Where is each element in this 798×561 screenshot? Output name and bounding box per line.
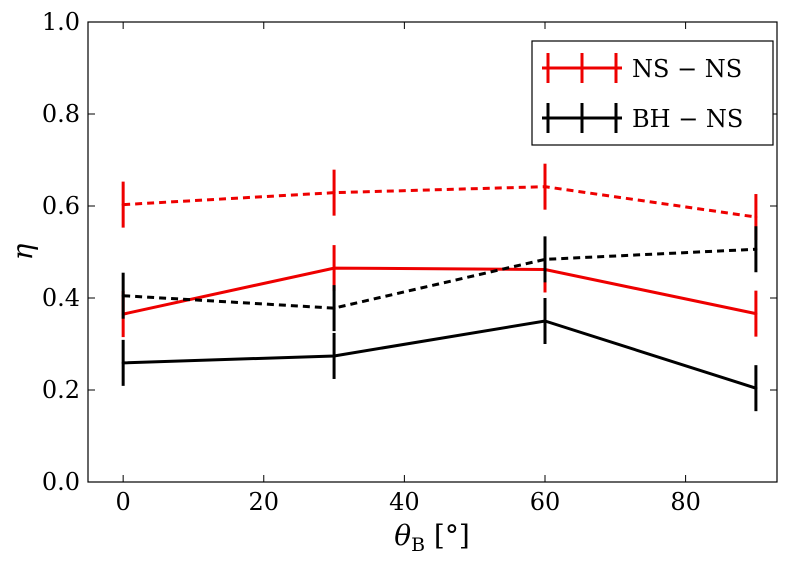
x-tick-label: 40: [389, 488, 420, 516]
series-line: [122, 266, 757, 316]
data-point: [121, 203, 125, 207]
x-tick-label: 80: [670, 488, 701, 516]
data-point: [332, 266, 336, 270]
plot-area: [121, 163, 758, 412]
series-0: [121, 163, 758, 241]
series-1: [121, 245, 758, 338]
series-line: [123, 185, 757, 219]
data-point: [121, 294, 125, 298]
data-point: [121, 361, 125, 365]
y-tick-label: 0.8: [42, 100, 80, 128]
x-axis-label-symbol: θ: [394, 519, 411, 552]
data-point: [543, 257, 547, 261]
series-line: [123, 319, 757, 390]
data-point: [543, 185, 547, 189]
series-2: [121, 226, 758, 332]
data-point: [754, 247, 758, 251]
data-point: [543, 319, 547, 323]
data-point: [754, 386, 758, 390]
x-axis-label-unit: [°]: [425, 519, 470, 552]
legend: NS − NS BH − NS: [531, 40, 774, 146]
data-point: [332, 191, 336, 195]
y-tick-label: 0.2: [42, 376, 80, 404]
y-axis-label: η: [6, 243, 39, 260]
x-tick-label: 60: [530, 488, 561, 516]
series-line: [123, 247, 756, 310]
y-tick-label: 1.0: [42, 8, 80, 36]
axis-ticks: 0 20 40 60 80 0.0 0.2 0.4 0.6 0.8 1.0: [42, 8, 777, 516]
y-tick-label: 0.4: [42, 284, 80, 312]
y-tick-label: 0.0: [42, 468, 80, 496]
legend-box: [531, 40, 774, 146]
data-point: [754, 215, 758, 219]
series-3: [121, 298, 758, 412]
data-point: [332, 306, 336, 310]
data-point: [754, 312, 758, 316]
x-axis-label: θB [°]: [394, 519, 470, 556]
x-axis-label-subscript: B: [411, 534, 425, 556]
data-point: [332, 354, 336, 358]
axes-frame: [87, 21, 778, 483]
legend-label: NS − NS: [632, 55, 742, 83]
legend-label: BH − NS: [632, 105, 743, 133]
x-tick-label: 20: [248, 488, 279, 516]
y-tick-label: 0.6: [42, 192, 80, 220]
x-tick-label: 0: [116, 488, 131, 516]
